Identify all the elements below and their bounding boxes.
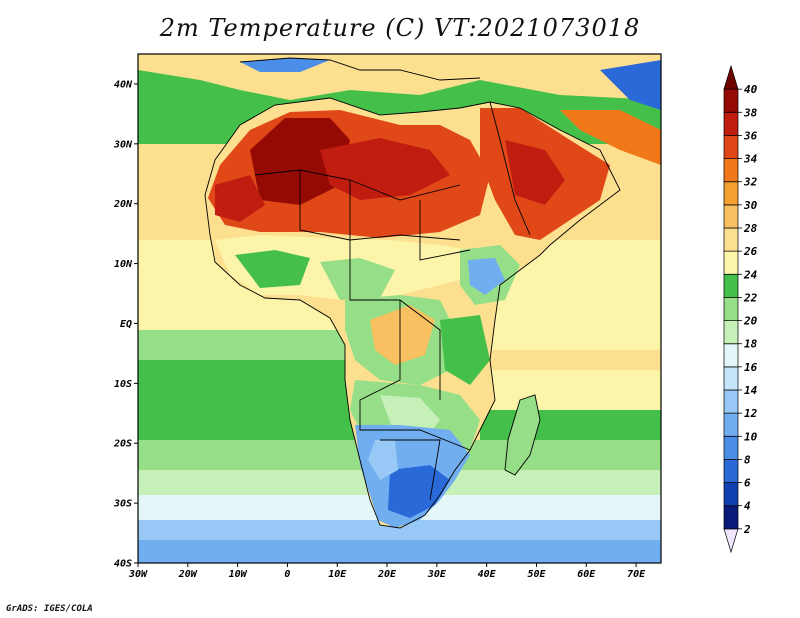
colorbar-swatch	[723, 343, 739, 368]
colorbar-label: 4	[744, 500, 751, 513]
colorbar-label: 8	[744, 453, 751, 466]
lat-tick-label: 10N	[114, 259, 133, 270]
colorbar-label: 10	[744, 430, 758, 443]
lon-tick-label: 10E	[328, 569, 347, 580]
colorbar-label: 14	[744, 384, 758, 397]
plot-frame	[137, 53, 662, 564]
colorbar-label: 32	[743, 176, 758, 189]
coastlines	[204, 57, 621, 529]
colorbar-swatch	[723, 320, 739, 345]
lon-tick-label: 50E	[527, 569, 546, 580]
colorbar-swatch	[723, 528, 739, 554]
colorbar-swatch	[723, 135, 739, 159]
colorbar-swatch	[723, 181, 739, 206]
colorbar-swatch	[723, 227, 739, 252]
lon-tick-label: 20E	[377, 569, 397, 580]
lat-tick-label: 30S	[113, 499, 132, 510]
colorbar-swatch	[723, 111, 739, 136]
colorbar-label: 20	[743, 315, 758, 328]
colorbar-label: 30	[743, 199, 758, 212]
colorbar-label: 40	[744, 83, 758, 96]
longitude-axis: 30W 20W 10W 0 10E 20E 30E 40E 50E 60E 70E	[128, 563, 646, 580]
colorbar-label: 34	[743, 153, 758, 166]
lat-tick-label: 20S	[113, 439, 132, 450]
lon-tick-label: 70E	[627, 569, 646, 580]
colorbar-label: 12	[744, 407, 758, 420]
colorbar-label: 26	[743, 245, 758, 258]
lon-tick-label: 20W	[178, 569, 198, 580]
colorbar-swatch	[723, 204, 739, 229]
colorbar-swatch	[723, 297, 739, 321]
lat-tick-label: EQ	[120, 319, 132, 330]
grads-credit: GrADS: IGES/COLA	[6, 604, 93, 614]
colorbar-swatch	[723, 389, 739, 414]
colorbar-swatch	[723, 273, 739, 298]
colorbar-label: 16	[744, 361, 758, 374]
colorbar-label: 24	[743, 268, 758, 281]
lat-tick-label: 10S	[114, 379, 132, 390]
lon-tick-label: 60E	[577, 569, 596, 580]
lon-tick-label: 10W	[229, 569, 248, 580]
chart-title: 2m Temperature (C) VT:2021073018	[159, 14, 641, 42]
colorbar-label: 22	[743, 291, 758, 304]
colorbar-label: 2	[743, 523, 751, 536]
colorbar-swatch	[723, 64, 739, 90]
colorbar-swatch	[723, 505, 739, 530]
lat-tick-label: 40S	[114, 559, 132, 570]
lat-tick-label: 40N	[114, 79, 133, 90]
colorbar-swatch	[723, 459, 739, 483]
lat-tick-label: 20N	[113, 199, 133, 210]
colorbar-swatch	[723, 482, 739, 507]
colorbar-swatch	[723, 250, 739, 275]
colorbar-label: 28	[743, 222, 758, 235]
temperature-field	[138, 54, 661, 563]
colorbar-swatch	[723, 158, 739, 183]
colorbar-swatch	[723, 435, 739, 460]
colorbar-label: 6	[744, 477, 751, 490]
lon-tick-label: 40E	[478, 569, 497, 580]
lon-tick-label: 30W	[128, 569, 148, 580]
lon-tick-label: 30E	[427, 569, 447, 580]
colorbar-swatch	[723, 88, 739, 113]
lat-tick-label: 30N	[113, 139, 133, 150]
colorbar-label: 18	[744, 338, 758, 351]
colorbar-swatch	[723, 412, 739, 437]
colorbar-swatch	[723, 366, 739, 391]
latitude-axis: 40N 30N 20N 10N EQ 10S 20S 30S 40S	[113, 79, 138, 570]
lon-tick-label: 0	[284, 569, 290, 580]
colorbar-label: 36	[743, 129, 758, 142]
colorbar-label: 38	[743, 106, 758, 119]
